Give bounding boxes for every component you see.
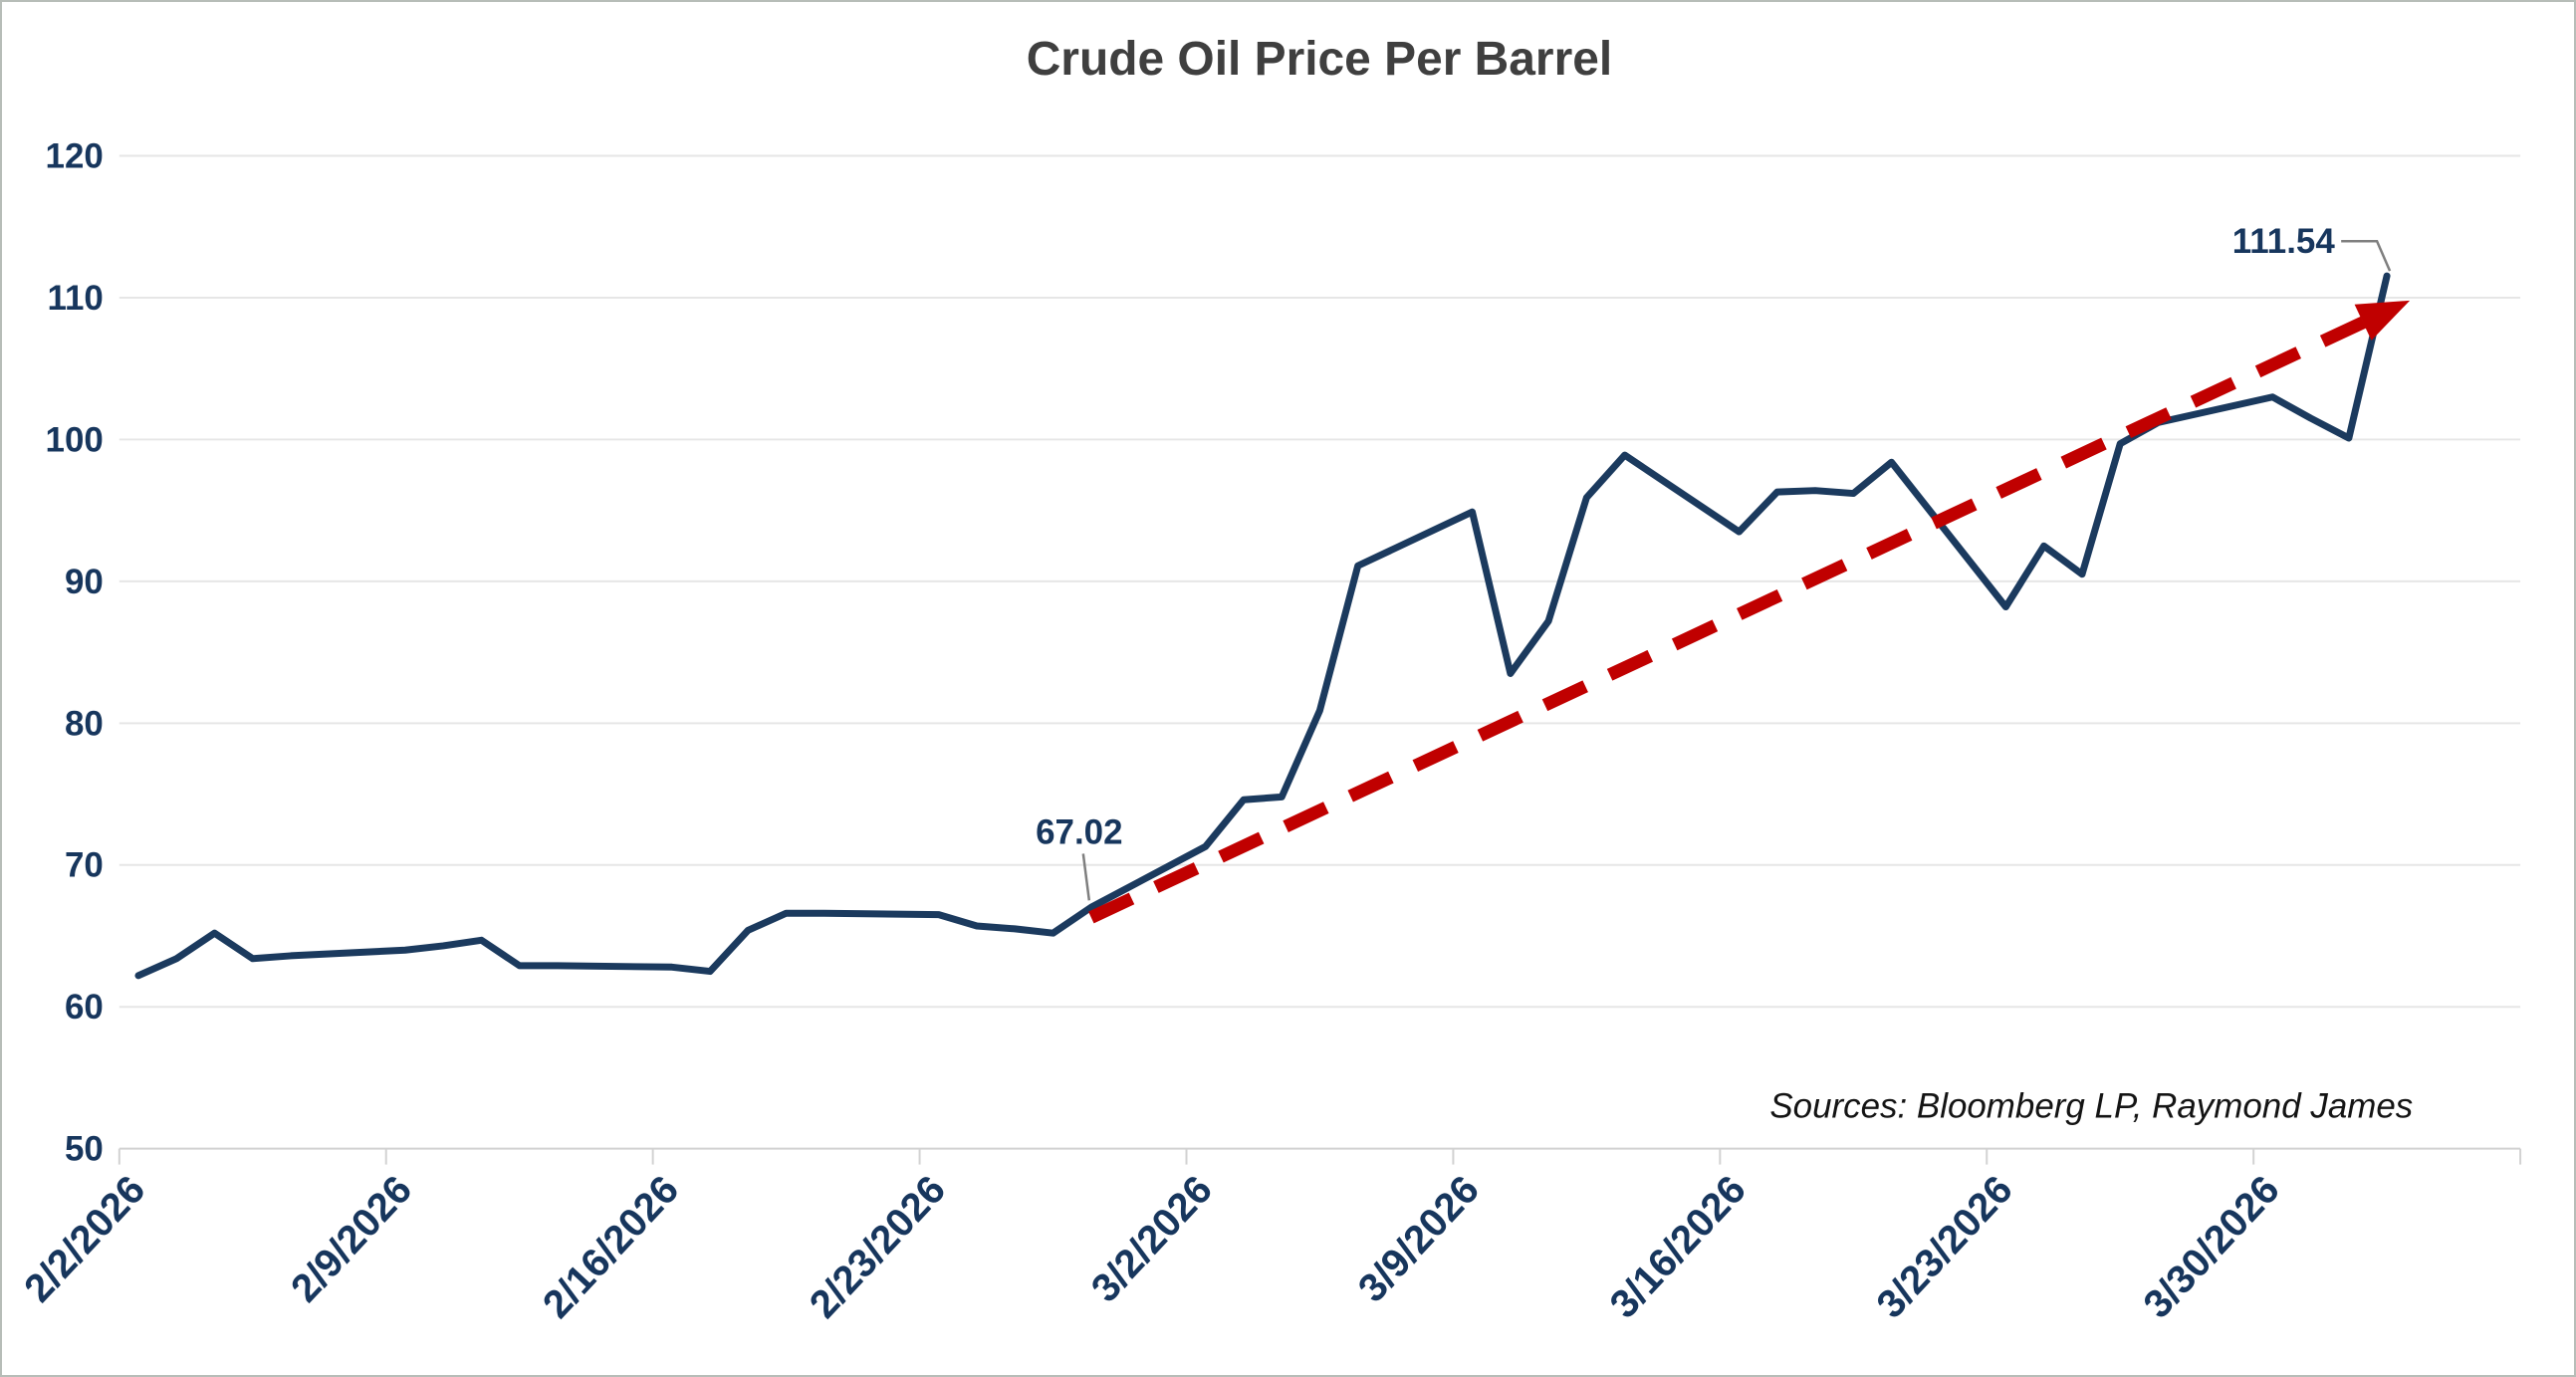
gridlines: 50 60 70 80 90 100 110 120 <box>46 137 2521 1169</box>
x-axis-tick-label: 2/2/2026 <box>16 1168 153 1311</box>
y-axis-tick-label: 70 <box>65 846 104 885</box>
y-axis-tick-label: 60 <box>65 988 104 1027</box>
axes: 2/2/2026 2/9/2026 2/16/2026 2/23/2026 3/2/20… <box>16 1147 2522 1327</box>
price-line <box>134 272 2391 980</box>
annotation-leader-line <box>2341 239 2392 272</box>
trend-dashed-line <box>1088 315 2370 924</box>
y-axis-tick-label: 110 <box>47 279 103 318</box>
x-axis-tick-label: 3/16/2026 <box>1602 1168 1755 1327</box>
y-axis-tick-label: 50 <box>65 1130 104 1169</box>
trend-arrowhead <box>2354 300 2411 341</box>
x-axis-tick-label: 3/9/2026 <box>1350 1168 1488 1311</box>
x-axis-tick-label: 3/2/2026 <box>1083 1168 1221 1311</box>
annotation-leader-line <box>1081 853 1091 901</box>
annotation-value-label: 111.54 <box>2232 222 2336 261</box>
x-axis-tick-label: 3/30/2026 <box>2135 1168 2287 1327</box>
y-axis-tick-label: 100 <box>46 420 104 459</box>
annotations: 67.02 111.54 <box>1036 222 2392 901</box>
x-axis-tick-label: 2/9/2026 <box>283 1168 420 1311</box>
x-axis-tick-label: 2/16/2026 <box>535 1168 687 1327</box>
x-axis-tick-label: 3/23/2026 <box>1868 1168 2020 1327</box>
source-note: Sources: Bloomberg LP, Raymond James <box>1769 1087 2413 1126</box>
y-axis-tick-label: 120 <box>46 137 104 176</box>
trend-arrow <box>1088 300 2411 924</box>
price-line-series <box>134 272 2391 980</box>
x-axis-tick-label: 2/23/2026 <box>802 1168 954 1327</box>
chart-title: Crude Oil Price Per Barrel <box>1027 33 1612 86</box>
y-axis-tick-label: 90 <box>65 563 104 601</box>
annotation-value-label: 67.02 <box>1036 812 1122 851</box>
y-axis-tick-label: 80 <box>65 704 104 743</box>
